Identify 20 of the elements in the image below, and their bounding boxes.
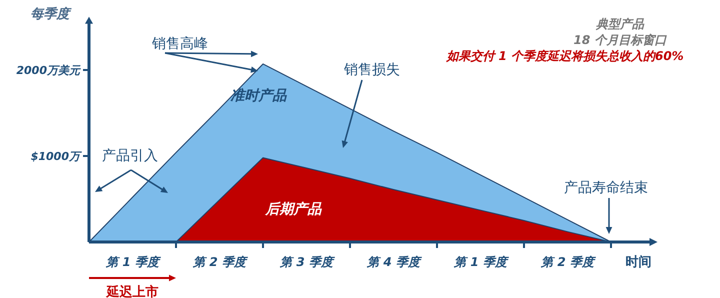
- annotation: 销售损失: [343, 62, 400, 78]
- x-tick-label: 第 3 季度: [279, 255, 335, 269]
- annotation: 销售高峰: [151, 36, 208, 52]
- annotation: 如果交付 1 个季度延迟将损失总收入的60%: [445, 49, 684, 63]
- annotation: 产品引入: [102, 148, 158, 164]
- chart-title: 典型产品: [595, 17, 645, 31]
- text: 延迟上市: [106, 284, 158, 298]
- x-tick-label: 第 2 季度: [192, 255, 248, 269]
- x-tick-label: 第 4 季度: [366, 255, 422, 269]
- y-tick-label: $1000万: [30, 150, 82, 163]
- x-tick-label: 第 2 季度: [540, 255, 596, 269]
- y-axis-title: 每季度: [30, 6, 72, 22]
- x-axis-title: 时间: [626, 255, 652, 270]
- series-label: 准时产品: [230, 87, 288, 104]
- text: 18 个月目标窗口: [574, 33, 668, 47]
- x-tick-label: 第 1 季度: [453, 255, 509, 269]
- y-tick-label: 2000万美元: [16, 64, 81, 77]
- x-tick-label: 第 1 季度: [105, 255, 161, 269]
- series-label: 后期产品: [264, 200, 322, 218]
- annotation: 产品寿命结束: [564, 180, 648, 196]
